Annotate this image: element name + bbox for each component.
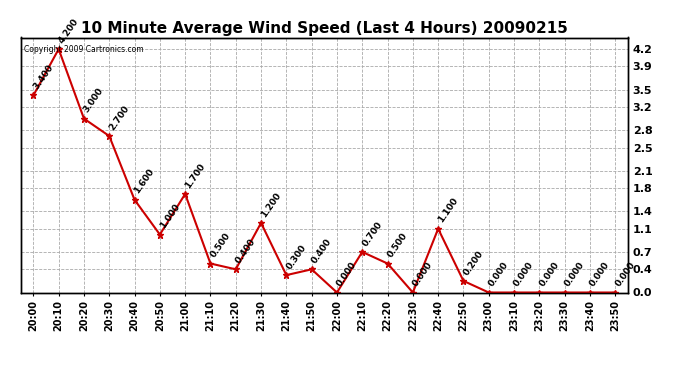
Text: 1.200: 1.200 [259,190,283,219]
Text: 0.000: 0.000 [613,260,637,288]
Text: 1.700: 1.700 [184,162,207,190]
Text: 3.000: 3.000 [82,86,106,114]
Text: 0.000: 0.000 [487,260,511,288]
Text: 1.000: 1.000 [158,202,181,230]
Title: 10 Minute Average Wind Speed (Last 4 Hours) 20090215: 10 Minute Average Wind Speed (Last 4 Hou… [81,21,568,36]
Text: 0.300: 0.300 [284,243,308,271]
Text: 1.600: 1.600 [132,167,156,196]
Text: 2.700: 2.700 [108,104,131,132]
Text: 0.500: 0.500 [386,231,409,260]
Text: 0.000: 0.000 [411,260,435,288]
Text: 0.700: 0.700 [360,220,384,248]
Text: 0.400: 0.400 [234,237,257,265]
Text: 0.400: 0.400 [310,237,333,265]
Text: 0.000: 0.000 [538,260,561,288]
Text: 0.000: 0.000 [563,260,586,288]
Text: 0.200: 0.200 [462,249,485,277]
Text: 4.200: 4.200 [57,16,81,45]
Text: 0.000: 0.000 [335,260,359,288]
Text: 3.400: 3.400 [32,63,55,91]
Text: Copyright 2009 Cartronics.com: Copyright 2009 Cartronics.com [23,45,144,54]
Text: 0.000: 0.000 [512,260,535,288]
Text: 1.100: 1.100 [436,196,460,225]
Text: 0.500: 0.500 [208,231,232,260]
Text: 0.000: 0.000 [588,260,611,288]
